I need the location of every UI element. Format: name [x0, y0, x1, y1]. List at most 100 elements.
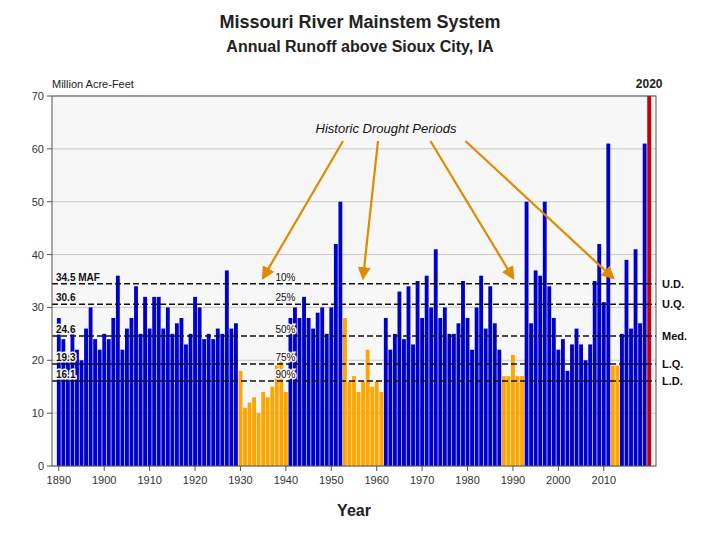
reference-line	[52, 304, 656, 306]
bar	[338, 202, 342, 466]
bar	[416, 281, 420, 466]
bar	[552, 318, 556, 466]
y-tick-label: 70	[32, 90, 44, 102]
annotation-arrow	[465, 141, 612, 278]
bar	[629, 329, 633, 466]
grid-line	[52, 254, 656, 255]
bar	[270, 387, 274, 466]
bar	[284, 392, 288, 466]
y-tick	[47, 148, 52, 149]
x-tick-label: 1920	[183, 474, 207, 486]
reference-lines	[52, 284, 656, 381]
reference-name-label: L.D.	[662, 375, 683, 387]
reference-name-label: Med.	[662, 330, 687, 342]
x-tick	[104, 466, 105, 471]
x-tick	[376, 466, 377, 471]
bar	[375, 381, 379, 466]
bar	[307, 318, 311, 466]
y-axis-label: Million Acre-Feet	[52, 78, 134, 90]
bar	[71, 329, 75, 466]
bar	[366, 350, 370, 466]
x-tick	[58, 466, 59, 471]
y-tick-label: 50	[32, 196, 44, 208]
y-tick	[47, 254, 52, 255]
annotation: Historic Drought Periods	[263, 121, 613, 278]
bar	[298, 318, 302, 466]
bar	[452, 334, 456, 466]
bar	[134, 286, 138, 466]
bar	[93, 339, 97, 466]
bar	[248, 403, 252, 466]
bar	[561, 339, 565, 466]
x-tick	[422, 466, 423, 471]
bar	[198, 307, 202, 466]
bar	[348, 381, 352, 466]
bar	[447, 334, 451, 466]
bar	[420, 318, 424, 466]
reference-percentile-label: 90%	[275, 369, 295, 380]
bar	[266, 397, 270, 466]
bar	[597, 244, 601, 466]
bar	[343, 318, 347, 466]
bar	[429, 307, 433, 466]
bar	[475, 307, 479, 466]
bar	[107, 339, 111, 466]
bar	[361, 381, 365, 466]
grid-line	[52, 307, 656, 308]
bar	[220, 334, 224, 466]
chart-svg: Missouri River Mainstem SystemAnnual Run…	[0, 0, 720, 540]
bar	[511, 355, 515, 466]
bar	[466, 318, 470, 466]
x-tick	[331, 466, 332, 471]
bar	[625, 260, 629, 466]
bar	[225, 270, 229, 466]
reference-value-label: 16.1	[56, 369, 76, 380]
reference-name-label: U.Q.	[662, 298, 685, 310]
y-tick-label: 30	[32, 301, 44, 313]
y-tick-label: 40	[32, 249, 44, 261]
x-tick-label: 2010	[592, 474, 616, 486]
bar	[234, 323, 238, 466]
bar	[288, 318, 292, 466]
y-tick	[47, 360, 52, 361]
bar	[602, 302, 606, 466]
bar	[470, 350, 474, 466]
x-tick	[467, 466, 468, 471]
highlight-label: 2020	[636, 77, 663, 91]
x-axis-label: Year	[337, 502, 371, 519]
x-tick-label: 1940	[274, 474, 298, 486]
bar	[161, 329, 165, 466]
bar	[615, 366, 619, 466]
bar	[493, 323, 497, 466]
reference-percentile-label: 75%	[275, 352, 295, 363]
bar	[80, 360, 84, 466]
bar	[207, 334, 211, 466]
bar	[634, 249, 638, 466]
annotation-arrow	[363, 141, 378, 278]
bar	[57, 318, 61, 466]
annotation-arrow	[430, 141, 513, 278]
bar	[506, 376, 510, 466]
x-tick	[285, 466, 286, 471]
bar	[397, 292, 401, 466]
bar	[575, 329, 579, 466]
bar	[179, 318, 183, 466]
subtitle: Annual Runoff above Sioux City, IA	[226, 38, 494, 55]
x-tick	[558, 466, 559, 471]
reference-value-label: 19.3	[56, 352, 76, 363]
x-tick	[195, 466, 196, 471]
reference-value-label: 24.6	[56, 324, 76, 335]
bar	[484, 329, 488, 466]
y-tick-label: 0	[38, 460, 44, 472]
bar	[325, 334, 329, 466]
annotation-arrow	[263, 141, 343, 278]
bar	[638, 323, 642, 466]
bar	[520, 376, 524, 466]
bar	[175, 323, 179, 466]
bar	[243, 408, 247, 466]
bar	[202, 339, 206, 466]
bar	[570, 344, 574, 466]
x-tick-label: 2000	[546, 474, 570, 486]
bar	[320, 307, 324, 466]
bar	[534, 270, 538, 466]
